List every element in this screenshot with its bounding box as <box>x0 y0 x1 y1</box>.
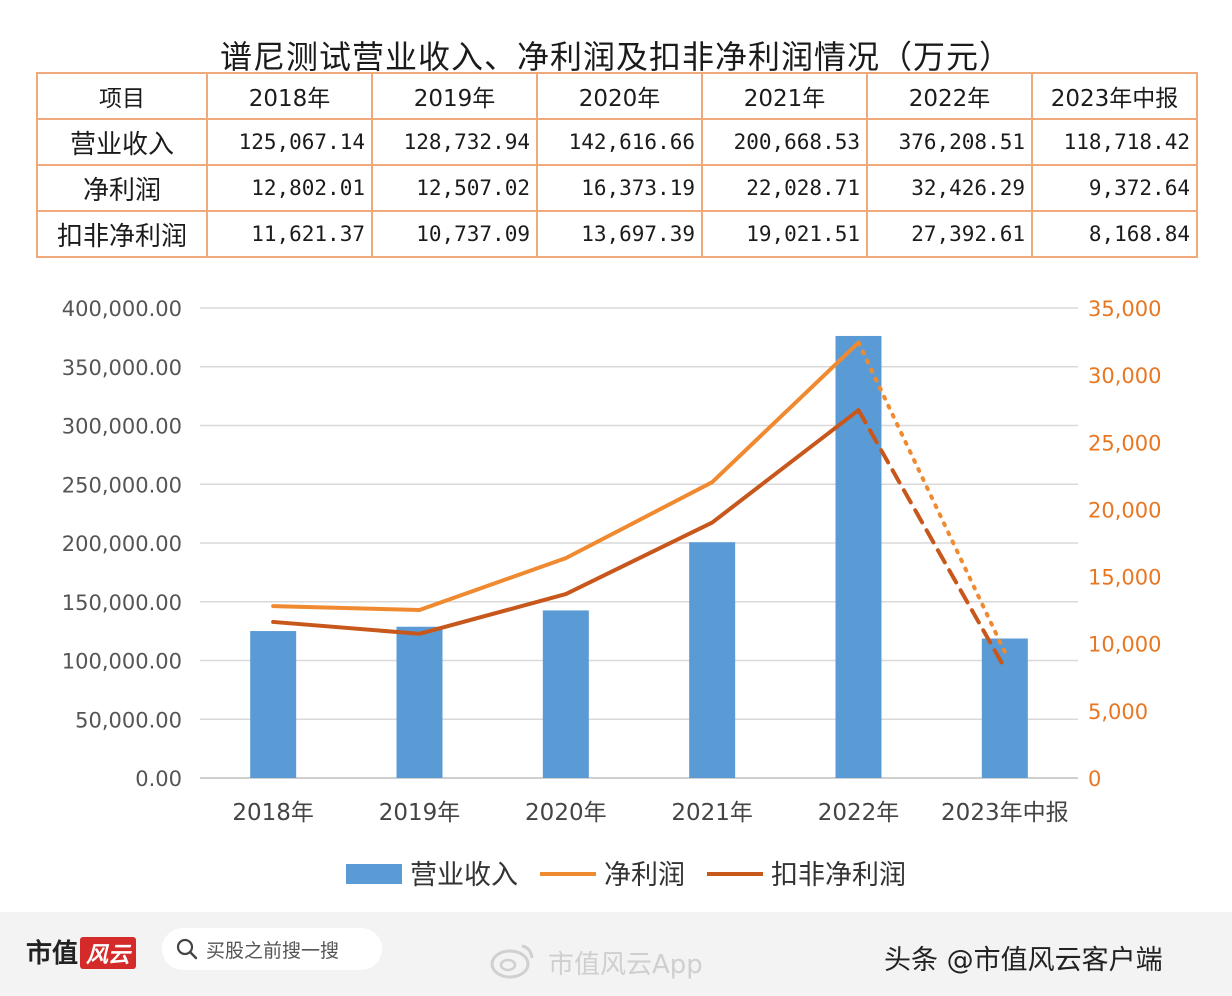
y-right-tick-label: 30,000 <box>1088 364 1161 388</box>
row-label: 净利润 <box>36 164 208 212</box>
x-tick-label: 2022年 <box>818 800 900 826</box>
table-cell: 12,507.02 <box>371 164 538 212</box>
combo-chart: 0.00 50,000.00 100,000.00 150,000.00 200,000… <box>62 297 1162 891</box>
row-label: 扣非净利润 <box>36 210 208 258</box>
table-cell: 12,802.01 <box>206 164 373 212</box>
table-header-cell: 2022年 <box>866 72 1033 120</box>
chart-card: 谱尼测试营业收入、净利润及扣非净利润情况（万元） 项目 2018年 2019年 … <box>36 38 1198 891</box>
source-credit: 头条 @市值风云客户端 <box>884 945 1163 976</box>
table-cell: 118,718.42 <box>1031 118 1198 166</box>
table-header-cell: 项目 <box>36 72 208 120</box>
table-cell: 376,208.51 <box>866 118 1033 166</box>
revenue-bar <box>835 335 882 778</box>
table-cell: 142,616.66 <box>536 118 703 166</box>
legend-swatch <box>346 864 402 884</box>
revenue-bar <box>981 638 1028 778</box>
watermark-text: 市值风云App <box>548 950 703 980</box>
series-line-projection <box>856 340 1007 655</box>
chart-title: 谱尼测试营业收入、净利润及扣非净利润情况（万元） <box>219 38 1012 76</box>
table-row: 营业收入 125,067.14 128,732.94 142,616.66 20… <box>36 118 1198 166</box>
table-header-cell: 2023年中报 <box>1031 72 1198 120</box>
x-tick-label: 2023年中报 <box>941 800 1069 826</box>
table-cell: 8,168.84 <box>1031 210 1198 258</box>
table-cell: 27,392.61 <box>866 210 1033 258</box>
y-right-tick-label: 10,000 <box>1088 633 1161 657</box>
y-left-tick-label: 50,000.00 <box>75 708 182 732</box>
table-cell: 16,373.19 <box>536 164 703 212</box>
legend-label: 营业收入 <box>410 860 518 891</box>
table-cell: 13,697.39 <box>536 210 703 258</box>
logo-badge: 风云 <box>80 937 137 969</box>
x-tick-label: 2019年 <box>379 800 461 826</box>
y-right-tick-label: 25,000 <box>1088 431 1161 455</box>
table-cell: 19,021.51 <box>701 210 868 258</box>
y-right-tick-label: 5,000 <box>1088 700 1148 724</box>
y-left-tick-label: 100,000.00 <box>62 650 182 674</box>
y-right-tick-label: 35,000 <box>1088 297 1161 321</box>
series-line <box>271 408 861 636</box>
table-cell: 128,732.94 <box>371 118 538 166</box>
table-cell: 22,028.71 <box>701 164 868 212</box>
table-cell: 200,668.53 <box>701 118 868 166</box>
table-header-cell: 2018年 <box>206 72 373 120</box>
search-box[interactable]: 买股之前搜一搜 <box>162 928 382 970</box>
series-line <box>271 340 861 613</box>
y-left-tick-label: 250,000.00 <box>62 473 182 497</box>
y-left-tick-label: 350,000.00 <box>62 356 182 380</box>
brand-logo: 市值 风云 <box>26 933 137 970</box>
data-table: 项目 2018年 2019年 2020年 2021年 2022年 2023年中报… <box>36 72 1198 258</box>
y-right-tick-label: 20,000 <box>1088 498 1161 522</box>
y-left-tick-label: 300,000.00 <box>62 415 182 439</box>
x-tick-label: 2020年 <box>525 800 607 826</box>
weibo-icon <box>490 944 534 979</box>
revenue-bar <box>250 631 297 778</box>
search-placeholder: 买股之前搜一搜 <box>206 940 340 962</box>
row-label: 营业收入 <box>36 118 208 166</box>
legend-label: 净利润 <box>604 860 685 891</box>
x-tick-label: 2018年 <box>232 800 314 826</box>
y-left-tick-label: 200,000.00 <box>62 532 182 556</box>
table-header-cell: 2020年 <box>536 72 703 120</box>
table-cell: 10,737.09 <box>371 210 538 258</box>
table-cell: 125,067.14 <box>206 118 373 166</box>
table-header-cell: 2019年 <box>371 72 538 120</box>
table-header-cell: 2021年 <box>701 72 868 120</box>
table-row: 扣非净利润 11,621.37 10,737.09 13,697.39 19,0… <box>36 210 1198 258</box>
y-right-tick-label: 0 <box>1088 767 1101 791</box>
table-header-row: 项目 2018年 2019年 2020年 2021年 2022年 2023年中报 <box>36 72 1198 120</box>
revenue-bar <box>689 542 736 778</box>
series-line-projection <box>856 408 1007 671</box>
y-left-tick-label: 150,000.00 <box>62 591 182 615</box>
y-left-tick-label: 400,000.00 <box>62 297 182 321</box>
search-icon <box>176 938 198 960</box>
revenue-bar <box>396 626 443 778</box>
table-cell: 32,426.29 <box>866 164 1033 212</box>
y-left-tick-label: 0.00 <box>135 767 182 791</box>
y-right-tick-label: 15,000 <box>1088 566 1161 590</box>
table-row: 净利润 12,802.01 12,507.02 16,373.19 22,028… <box>36 164 1198 212</box>
revenue-bar <box>542 610 589 778</box>
legend-label: 扣非净利润 <box>771 860 906 891</box>
logo-text: 市值 <box>26 939 79 969</box>
table-cell: 9,372.64 <box>1031 164 1198 212</box>
table-cell: 11,621.37 <box>206 210 373 258</box>
x-tick-label: 2021年 <box>671 800 753 826</box>
